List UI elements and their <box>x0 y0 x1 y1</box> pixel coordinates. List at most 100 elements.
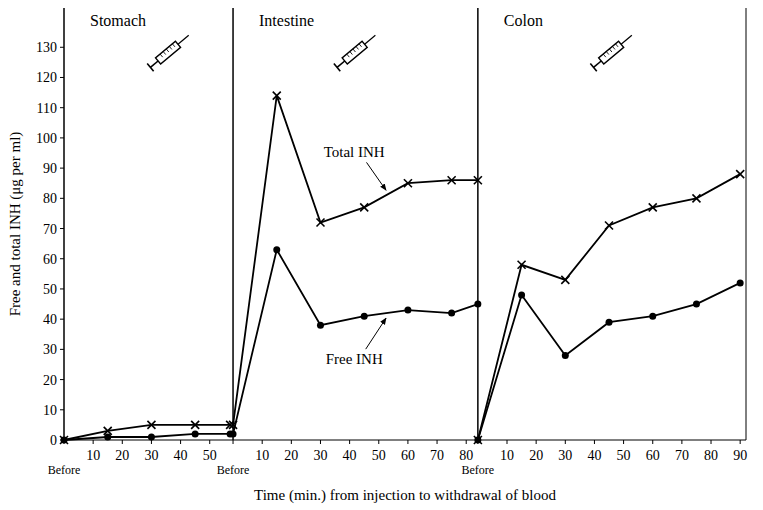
marker-stroke <box>60 436 68 444</box>
data-group <box>474 170 744 444</box>
marker-stroke <box>191 421 199 429</box>
syringe-needle <box>178 35 189 44</box>
y-tick-label: 0 <box>50 433 57 448</box>
marker-circle <box>361 313 368 320</box>
syringe-icon <box>334 31 379 71</box>
x-tick-label: 30 <box>313 448 327 463</box>
y-tick <box>60 258 64 259</box>
marker-circle <box>273 246 280 253</box>
marker-stroke <box>360 203 368 211</box>
marker-x <box>692 194 700 202</box>
marker-stroke <box>692 194 700 202</box>
y-tick-label: 20 <box>43 373 57 388</box>
panel: Before102030405060708090Colon <box>462 8 748 477</box>
marker-x <box>518 261 526 269</box>
y-axis-title: Free and total INH (μg per ml) <box>7 132 24 317</box>
x-tick <box>466 440 467 444</box>
marker-circle <box>693 301 700 308</box>
y-tick-label: 100 <box>36 131 57 146</box>
x-tick <box>437 440 438 444</box>
y-tick <box>60 198 64 199</box>
x-tick-label: 20 <box>115 448 129 463</box>
x-tick <box>565 440 566 444</box>
data-group <box>60 421 234 444</box>
x-tick <box>209 440 210 444</box>
marker-x <box>191 421 199 429</box>
marker-stroke <box>448 176 456 184</box>
marker-stroke <box>736 170 744 178</box>
marker-x <box>316 218 324 226</box>
marker-stroke <box>147 421 155 429</box>
y-tick <box>60 319 64 320</box>
syringe-needle <box>621 35 632 44</box>
y-tick <box>60 409 64 410</box>
marker-circle <box>192 430 199 437</box>
x-tick-label: 60 <box>401 448 415 463</box>
x-tick <box>407 440 408 444</box>
y-tick <box>60 379 64 380</box>
syringe-scale <box>347 54 350 57</box>
x-tick-label: 50 <box>203 448 217 463</box>
marker-circle <box>230 430 237 437</box>
syringe-scale <box>353 49 356 52</box>
y-tick <box>60 288 64 289</box>
y-tick <box>60 77 64 78</box>
syringe-scale <box>169 46 172 49</box>
marker-stroke <box>147 421 155 429</box>
x-tick <box>320 440 321 444</box>
y-tick-label: 130 <box>36 40 57 55</box>
y-tick-label: 50 <box>43 282 57 297</box>
marker-stroke <box>474 436 482 444</box>
series-line <box>64 425 230 440</box>
marker-stroke <box>191 421 199 429</box>
marker-circle <box>474 437 481 444</box>
x-tick <box>536 440 537 444</box>
x-tick <box>122 440 123 444</box>
series-line <box>478 174 740 440</box>
x-tick-label: 20 <box>529 448 543 463</box>
y-tick-label: 80 <box>43 191 57 206</box>
y-tick <box>60 107 64 108</box>
marker-x <box>605 222 613 230</box>
x-tick-label: 10 <box>86 448 100 463</box>
syringe-scale <box>606 52 609 55</box>
panel-left-axis <box>63 8 65 440</box>
marker-stroke <box>404 179 412 187</box>
x-tick <box>151 440 152 444</box>
y-tick-label: 40 <box>43 312 57 327</box>
marker-x <box>561 276 569 284</box>
series-label-arrow <box>367 162 387 190</box>
syringe-barrel <box>156 41 181 64</box>
marker-stroke <box>448 176 456 184</box>
x-tick <box>507 440 508 444</box>
syringe-scale <box>163 52 166 55</box>
y-tick-label: 10 <box>43 403 57 418</box>
marker-x <box>736 170 744 178</box>
x-tick-label: Before <box>217 463 250 477</box>
panel-title: Colon <box>504 12 543 29</box>
x-tick <box>262 440 263 444</box>
syringe-plunger <box>150 61 158 67</box>
y-tick-label: 90 <box>43 161 57 176</box>
panel: 0102030405060708090100110120130Before102… <box>7 8 234 477</box>
marker-stroke <box>273 92 281 100</box>
series-line <box>233 96 478 425</box>
marker-stroke <box>316 218 324 226</box>
x-tick-label: 50 <box>372 448 386 463</box>
marker-x <box>60 436 68 444</box>
x-tick-label: 60 <box>646 448 660 463</box>
marker-stroke <box>316 218 324 226</box>
marker-stroke <box>273 92 281 100</box>
x-tick-label: 90 <box>733 448 747 463</box>
y-tick <box>60 168 64 169</box>
syringe-plunger <box>337 61 345 67</box>
x-axis-line <box>478 440 746 441</box>
x-tick-label: Before <box>462 463 495 477</box>
x-tick-label: 80 <box>459 448 473 463</box>
series-label-arrow <box>366 318 386 349</box>
y-tick-label: 120 <box>36 70 57 85</box>
x-tick <box>740 440 741 444</box>
marker-stroke <box>474 436 482 444</box>
syringe-plunger-head <box>590 64 596 72</box>
x-tick-label: 50 <box>617 448 631 463</box>
